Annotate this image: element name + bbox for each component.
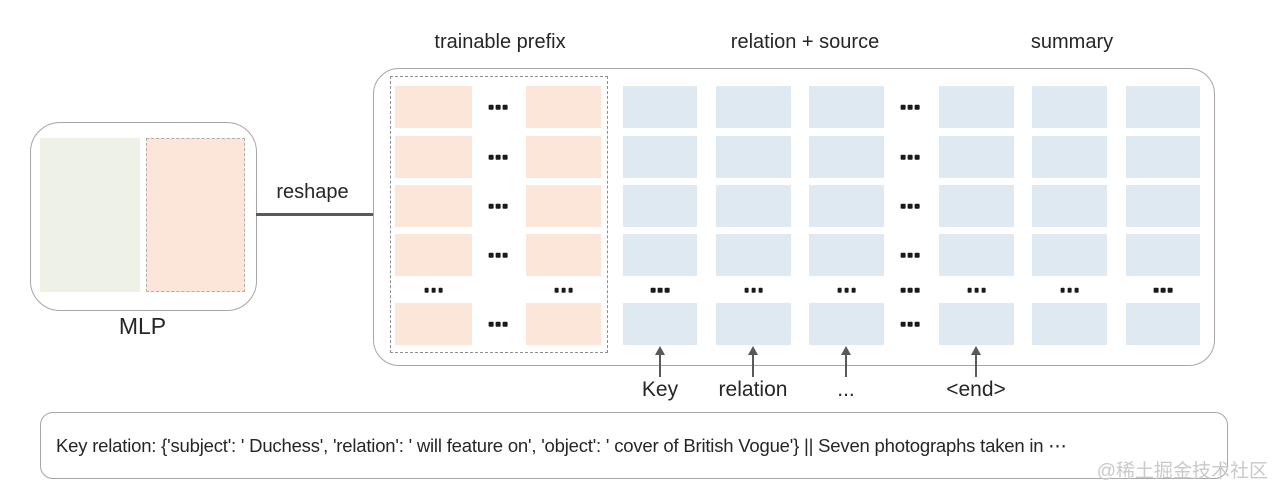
example-text-box: Key relation: {'subject': ' Duchess', 'r… [40, 412, 1228, 479]
example-text: Key relation: {'subject': ' Duchess', 'r… [56, 434, 1067, 456]
ellipsis-dots [554, 287, 573, 293]
ellipsis-dots [488, 252, 508, 258]
mlp-input-block [40, 138, 140, 292]
token-embedding-cell [809, 86, 884, 128]
ellipsis-dots [900, 154, 920, 160]
ellipsis-dots [1060, 287, 1079, 293]
token-embedding-cell [1126, 136, 1200, 178]
token-embedding-cell [623, 234, 697, 276]
token-label: <end> [946, 378, 1006, 401]
ellipsis-dots [900, 321, 920, 327]
token-embedding-cell [1032, 303, 1107, 345]
prefix-embedding-cell [395, 86, 472, 128]
token-embedding-cell [716, 303, 791, 345]
prefix-embedding-cell [526, 234, 601, 276]
reshape-label: reshape [276, 181, 349, 203]
ellipsis-dots [900, 287, 920, 293]
token-embedding-cell [1126, 185, 1200, 227]
token-embedding-cell [809, 185, 884, 227]
token-label: Key [641, 378, 679, 401]
ellipsis-dots [424, 287, 443, 293]
prefix-embedding-cell [526, 303, 601, 345]
token-embedding-cell [939, 86, 1014, 128]
prefix-embedding-cell [395, 234, 472, 276]
prefix-embedding-cell [395, 185, 472, 227]
ellipsis-dots [488, 321, 508, 327]
ellipsis-dots [488, 104, 508, 110]
token-embedding-cell [939, 303, 1014, 345]
token-embedding-cell [1032, 86, 1107, 128]
token-label: relation [718, 378, 788, 401]
token-embedding-cell [939, 185, 1014, 227]
label-trainable-prefix: trainable prefix [434, 31, 566, 53]
prefix-embedding-cell [526, 136, 601, 178]
token-embedding-cell [939, 136, 1014, 178]
token-embedding-cell [809, 303, 884, 345]
token-embedding-cell [1126, 86, 1200, 128]
token-embedding-cell [716, 136, 791, 178]
token-embedding-cell [623, 185, 697, 227]
label-summary: summary [1030, 31, 1114, 53]
token-embedding-cell [1032, 185, 1107, 227]
ellipsis-dots [967, 287, 986, 293]
label-relation-source: relation + source [730, 31, 880, 53]
token-embedding-cell [716, 185, 791, 227]
ellipsis-dots [744, 287, 763, 293]
token-embedding-cell [809, 234, 884, 276]
ellipsis-dots [488, 203, 508, 209]
reshape-arrow [256, 208, 391, 220]
ellipsis-dots [1153, 287, 1173, 293]
ellipsis-dots [837, 287, 856, 293]
token-embedding-cell [1126, 234, 1200, 276]
prefix-embedding-cell [395, 303, 472, 345]
token-embedding-cell [623, 303, 697, 345]
token-embedding-cell [1032, 234, 1107, 276]
ellipsis-dots [900, 203, 920, 209]
token-embedding-cell [716, 86, 791, 128]
ellipsis-dots [900, 104, 920, 110]
ellipsis-dots [900, 252, 920, 258]
ellipsis-dots [650, 287, 670, 293]
mlp-label: MLP [118, 313, 167, 339]
mlp-output-block [146, 138, 245, 292]
token-embedding-cell [716, 234, 791, 276]
watermark: @稀土掘金技术社区 [1096, 461, 1268, 482]
token-embedding-cell [939, 234, 1014, 276]
token-embedding-cell [1032, 136, 1107, 178]
token-embedding-cell [623, 136, 697, 178]
token-embedding-cell [1126, 303, 1200, 345]
token-label: ... [837, 378, 855, 401]
prefix-embedding-cell [395, 136, 472, 178]
prefix-embedding-cell [526, 185, 601, 227]
token-embedding-cell [623, 86, 697, 128]
prefix-embedding-cell [526, 86, 601, 128]
mlp-box [30, 122, 257, 311]
trainable-prefix-region [390, 76, 608, 353]
ellipsis-dots [488, 154, 508, 160]
arrow-line [256, 213, 380, 216]
token-embedding-cell [809, 136, 884, 178]
